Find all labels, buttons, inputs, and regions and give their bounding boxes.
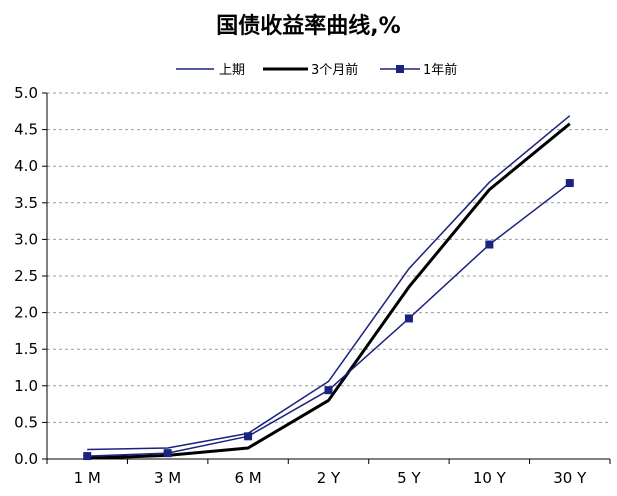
chart-title: 国债收益率曲线,% <box>216 14 401 39</box>
y-tick-label: 0.0 <box>14 450 38 468</box>
axes-layer: 0.0 0.5 1.0 1.5 2.0 2.5 3.0 3.5 4.0 4.5 5.0 1 M 3 M 6… <box>14 84 611 487</box>
legend-label-2: 1年前 <box>423 62 457 78</box>
data-point-marker <box>83 452 92 461</box>
y-tick-label: 4.0 <box>14 157 38 175</box>
x-tick-label: 6 M <box>234 469 261 487</box>
series-line-1 <box>87 122 571 460</box>
grid-layer <box>47 92 610 423</box>
y-tick-label: 2.5 <box>14 267 38 285</box>
y-tick-label: 3.5 <box>14 194 38 212</box>
data-point-marker <box>485 240 494 249</box>
x-tick-label: 3 M <box>154 469 181 487</box>
data-point-marker <box>404 314 413 323</box>
x-tick-label: 5 Y <box>397 469 421 487</box>
y-tick-label: 1.0 <box>14 377 38 395</box>
series-line-2 <box>87 182 571 457</box>
x-tick-label: 10 Y <box>473 469 507 487</box>
series-layer <box>83 115 574 461</box>
y-tick-label: 4.5 <box>14 121 38 139</box>
y-tick-label: 5.0 <box>14 84 38 102</box>
series-line-0 <box>87 115 571 451</box>
data-point-marker <box>565 179 574 188</box>
legend-marker <box>396 65 404 73</box>
y-tick-label: 0.5 <box>14 413 38 431</box>
data-point-marker <box>324 386 333 395</box>
x-tick-label: 30 Y <box>553 469 587 487</box>
data-point-marker <box>163 449 172 458</box>
y-tick-label: 2.0 <box>14 304 38 322</box>
legend-label-1: 3个月前 <box>311 62 358 78</box>
x-tick-label: 1 M <box>74 469 101 487</box>
data-point-marker <box>244 432 253 441</box>
y-tick-label: 3.0 <box>14 230 38 248</box>
legend: 上期 3个月前 1年前 <box>176 62 457 78</box>
legend-label-0: 上期 <box>219 63 245 78</box>
y-tick-label: 1.5 <box>14 340 38 358</box>
x-tick-label: 2 Y <box>317 469 341 487</box>
